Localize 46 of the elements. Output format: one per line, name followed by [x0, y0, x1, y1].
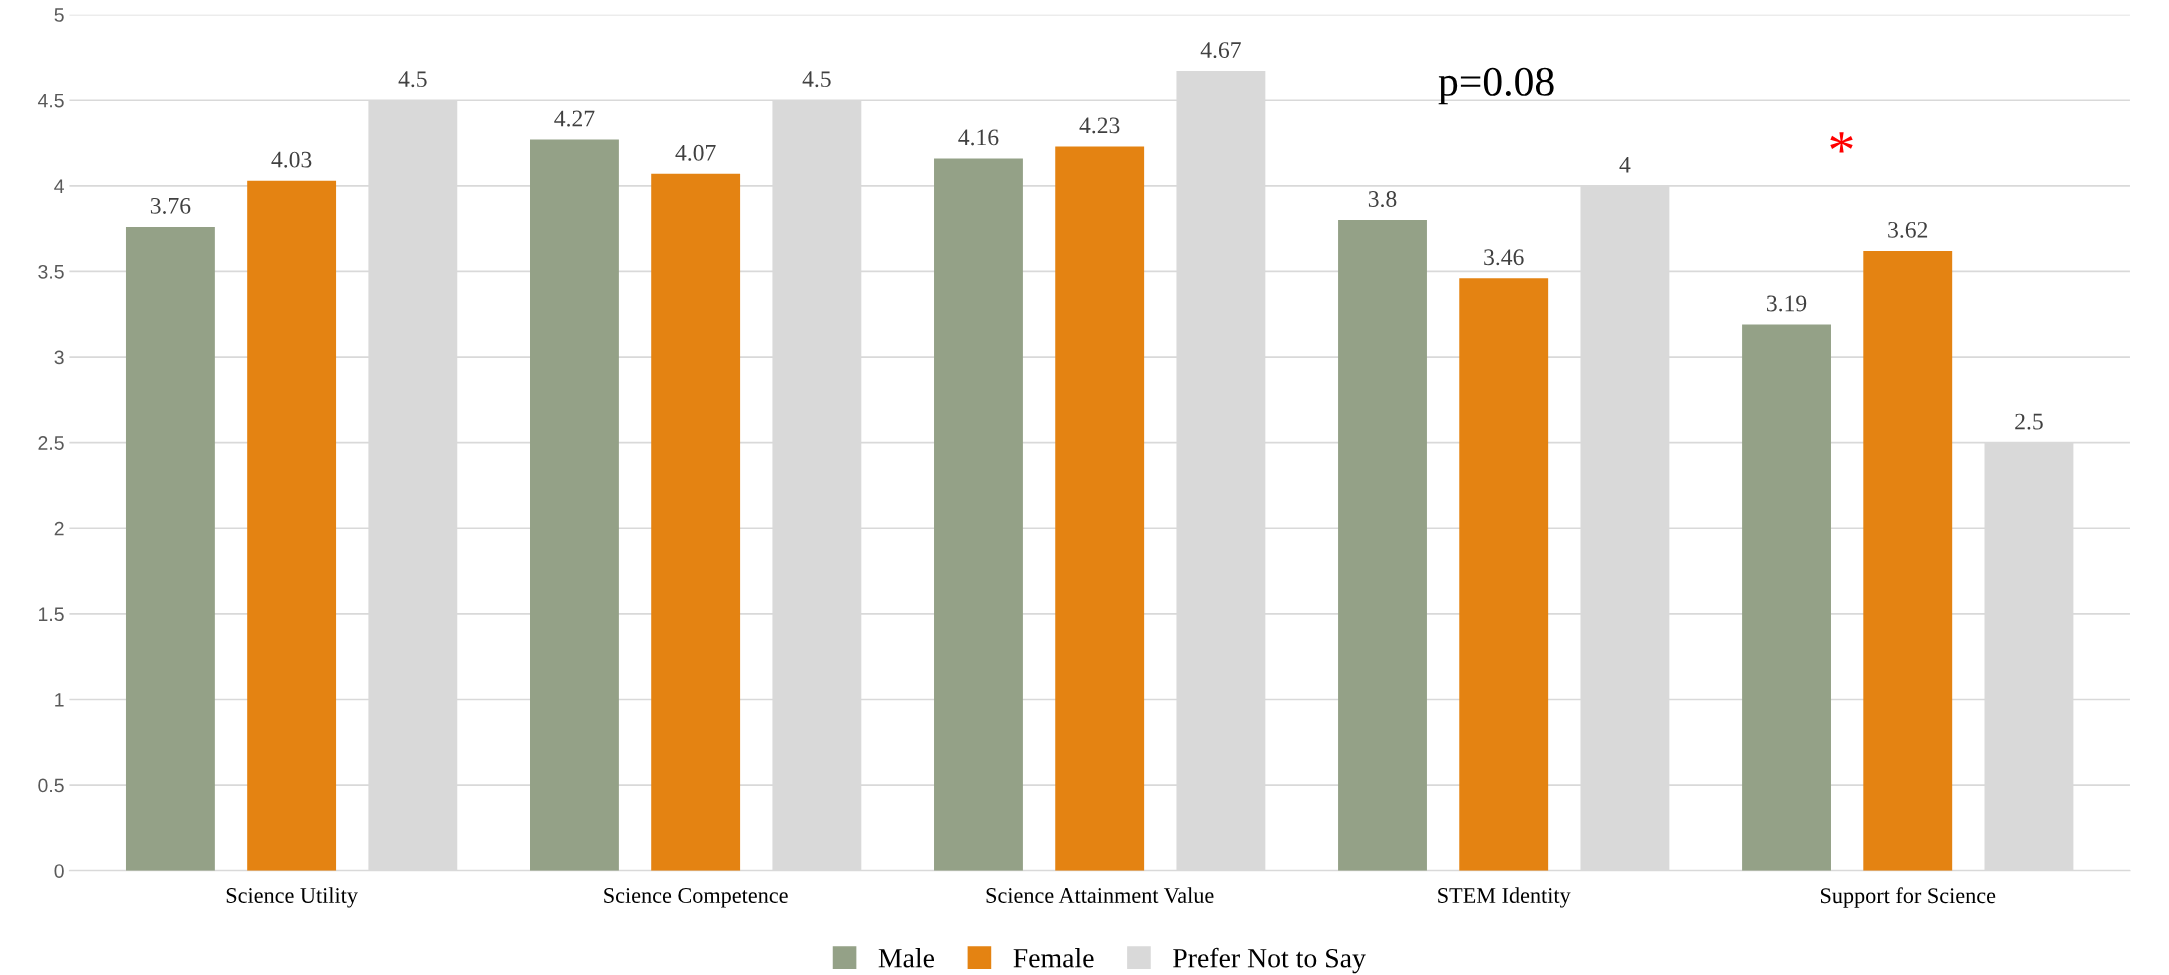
x-tick-label: Science Competence: [604, 888, 788, 908]
data-label: 4.27: [554, 110, 595, 127]
data-label: 4.03: [271, 151, 312, 168]
y-tick-label: 0.5: [38, 778, 64, 793]
data-label: 4.07: [675, 144, 716, 161]
data-label: 3.8: [1368, 191, 1397, 208]
bar: [530, 139, 619, 871]
data-label: 3.76: [150, 197, 191, 214]
bar: [1338, 220, 1427, 871]
y-tick-label: 3: [54, 350, 64, 365]
bar: [1459, 278, 1549, 871]
bar: [651, 173, 741, 871]
y-tick-label: 2: [54, 521, 64, 536]
data-label: 4.16: [958, 129, 999, 146]
data-label: 3.19: [1767, 295, 1807, 312]
legend-label: Female: [1013, 948, 1094, 968]
x-tick-label: STEM Identity: [1438, 887, 1571, 908]
bar: [934, 158, 1023, 871]
y-tick-label: 2.5: [38, 436, 64, 450]
bar: [1863, 250, 1953, 871]
x-tick-label: Science Attainment Value: [986, 887, 1214, 904]
bar: [1055, 146, 1145, 871]
y-tick-label: 3.5: [38, 264, 64, 279]
data-label: 4.5: [802, 71, 831, 88]
y-tick-label: 4: [54, 179, 64, 193]
bar: [247, 180, 337, 871]
legend-label: Prefer Not to Say: [1173, 947, 1366, 974]
bar: [125, 226, 215, 871]
annotation: p=0.08: [1438, 67, 1554, 105]
legend-label: Male: [878, 948, 935, 968]
y-tick-label: 1: [55, 693, 64, 707]
y-tick-label: 1.5: [39, 607, 64, 622]
data-label: 4.5: [398, 71, 427, 88]
data-label: 2.5: [2015, 413, 2043, 430]
annotation: *: [1830, 132, 1853, 153]
data-label: 4: [1619, 156, 1631, 173]
x-tick-label: Science Utility: [226, 887, 358, 908]
data-label: 4.23: [1079, 117, 1120, 134]
y-tick-label: 4.5: [37, 93, 64, 108]
y-tick-label: 0: [54, 864, 64, 878]
x-tick-label: Support for Science: [1820, 887, 1996, 908]
y-tick-label: 5: [54, 8, 64, 22]
data-label: 3.46: [1484, 249, 1524, 266]
data-label: 4.67: [1200, 42, 1241, 59]
bar: [1742, 324, 1831, 871]
data-label: 3.62: [1888, 221, 1928, 238]
